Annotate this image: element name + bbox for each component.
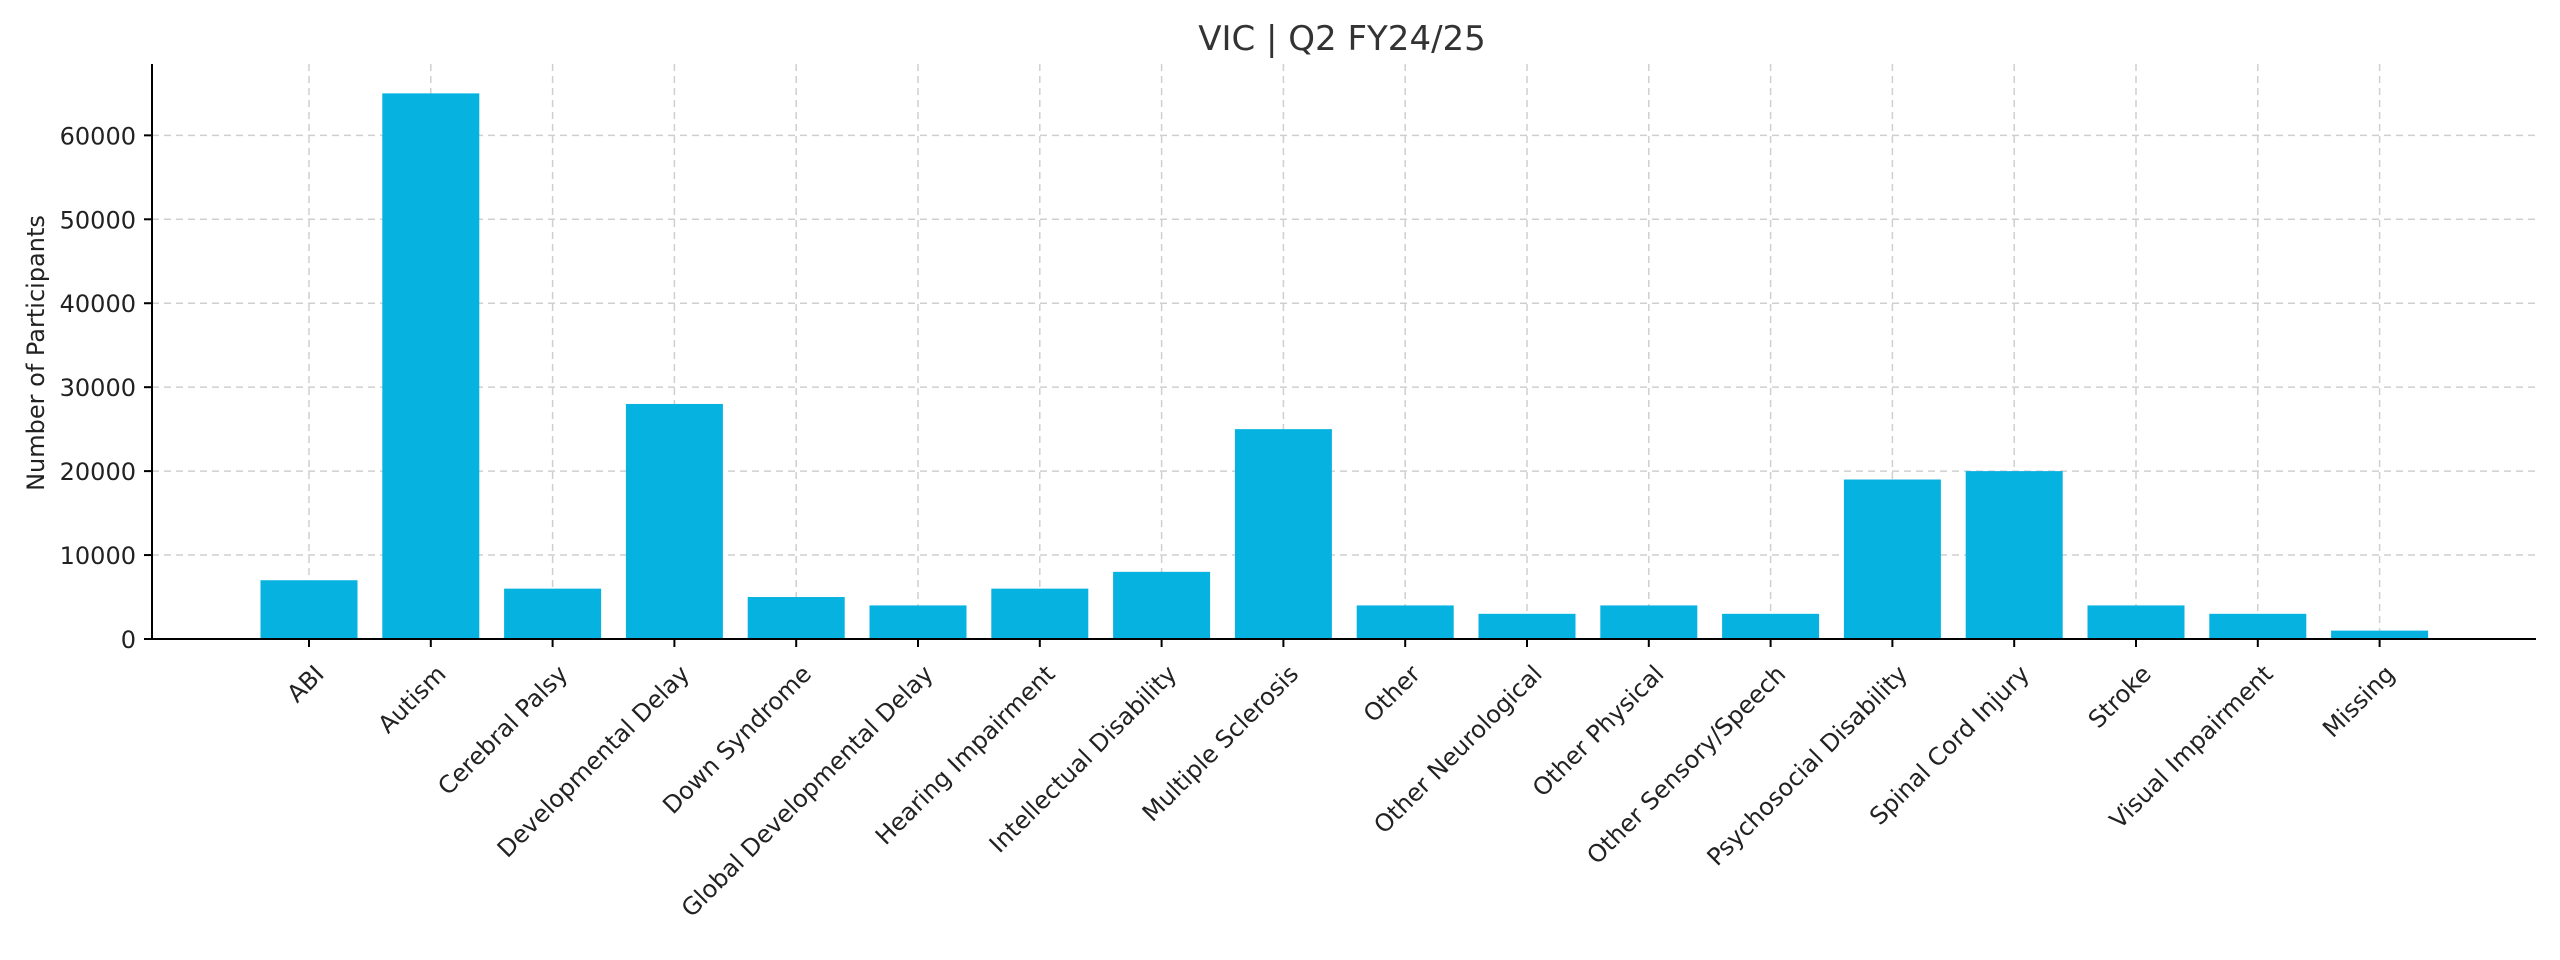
y-tick-label: 40000: [60, 290, 136, 318]
bar-other-sensory-speech: [1722, 613, 1820, 639]
x-tick-label: Other Sensory/Speech: [1581, 660, 1791, 870]
bar-other-physical: [1600, 605, 1698, 639]
chart-title: VIC | Q2 FY24/25: [1198, 19, 1486, 59]
x-tick-label: Cerebral Palsy: [432, 660, 573, 801]
x-tick-label: Psychosocial Disability: [1702, 660, 1914, 872]
y-tick-label: 30000: [60, 374, 136, 402]
x-tick-label: Stroke: [2083, 660, 2157, 734]
y-tick-label: 10000: [60, 542, 136, 570]
x-tick-label: Other: [1358, 660, 1426, 728]
bar-intellectual-disability: [1113, 571, 1211, 639]
y-tick-label: 60000: [60, 122, 136, 150]
bar-hearing-impairment: [991, 588, 1089, 639]
bar-abi: [260, 580, 358, 639]
x-tick-label: Missing: [2317, 660, 2400, 743]
bar-cerebral-palsy: [504, 588, 602, 639]
bars-layer: [260, 93, 2429, 639]
x-tick-label: Global Developmental Delay: [676, 660, 939, 923]
bar-other: [1356, 605, 1454, 639]
y-tick-label: 50000: [60, 206, 136, 234]
bar-global-developmental-delay: [869, 605, 967, 639]
bar-autism: [382, 93, 480, 639]
bar-spinal-cord-injury: [1965, 471, 2063, 639]
x-tick-label: ABI: [282, 660, 330, 708]
y-axis-label: Number of Participants: [22, 215, 50, 491]
y-tick-label: 20000: [60, 458, 136, 486]
bar-missing: [2331, 630, 2429, 639]
y-tick-label: 0: [121, 626, 136, 654]
bar-other-neurological: [1478, 613, 1576, 639]
bar-down-syndrome: [747, 597, 845, 639]
bar-visual-impairment: [2209, 613, 2307, 639]
bar-multiple-sclerosis: [1234, 429, 1332, 639]
bar-developmental-delay: [625, 403, 723, 639]
bar-psychosocial-disability: [1843, 479, 1941, 639]
grid-layer: [152, 64, 2536, 640]
x-tick-label: Other Physical: [1527, 660, 1669, 802]
x-tick-label: Autism: [373, 660, 452, 739]
bar-stroke: [2087, 605, 2185, 639]
axes-layer: [151, 64, 2536, 640]
